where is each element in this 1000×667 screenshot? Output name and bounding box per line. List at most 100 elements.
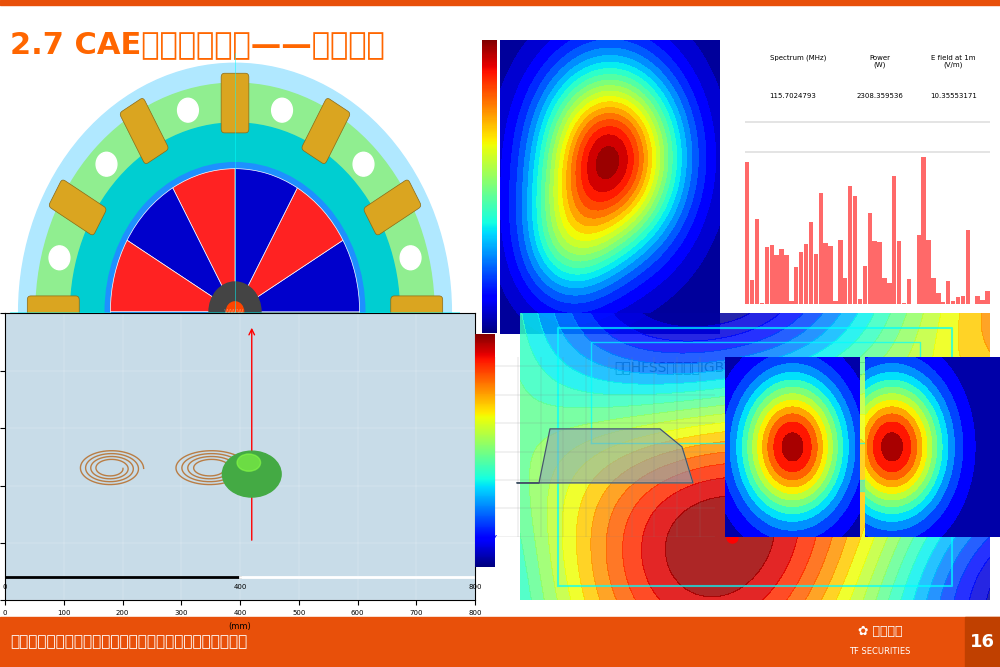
Text: 无刷直流电机磁力线分布图: 无刷直流电机磁力线分布图 (180, 584, 290, 598)
Bar (966, 248, 970, 304)
Wedge shape (235, 312, 343, 436)
Circle shape (96, 152, 117, 176)
Circle shape (36, 83, 434, 540)
Circle shape (272, 98, 292, 122)
Circle shape (105, 163, 365, 461)
Text: 基于HFSS场链接的IGBT辐射干扰源对整车系统的电磁干扰分析: 基于HFSS场链接的IGBT辐射干扰源对整车系统的电磁干扰分析 (614, 360, 876, 374)
Bar (951, 157, 955, 304)
Bar (828, 269, 833, 304)
Bar (745, 228, 749, 304)
Bar (882, 297, 887, 304)
Text: Power
(W): Power (W) (869, 55, 890, 68)
Bar (770, 237, 774, 304)
FancyBboxPatch shape (302, 99, 350, 163)
Wedge shape (110, 240, 235, 312)
Wedge shape (235, 312, 297, 455)
Bar (858, 281, 862, 304)
Text: 车门内的电缆辐射发射分析: 车门内的电缆辐射发射分析 (700, 617, 810, 632)
Bar (921, 291, 926, 304)
Bar (956, 274, 960, 304)
Wedge shape (235, 312, 360, 384)
FancyBboxPatch shape (27, 296, 79, 327)
Circle shape (178, 98, 198, 122)
Bar (975, 288, 980, 304)
Wedge shape (127, 312, 235, 436)
Bar (912, 271, 916, 304)
Text: www.: www. (224, 307, 246, 316)
Circle shape (19, 63, 451, 560)
Circle shape (209, 282, 261, 342)
Bar (838, 297, 843, 304)
Bar (941, 285, 945, 304)
FancyBboxPatch shape (221, 73, 249, 133)
Bar (897, 289, 901, 304)
Wedge shape (173, 312, 235, 455)
Wedge shape (235, 188, 343, 312)
Text: 400: 400 (233, 584, 247, 590)
Bar (931, 303, 936, 304)
Bar (799, 258, 803, 304)
FancyBboxPatch shape (49, 180, 106, 235)
Bar (848, 209, 852, 304)
Text: Spectrum (MHz): Spectrum (MHz) (770, 55, 826, 61)
Bar (0, 0, 1000, 5)
Bar (916, 237, 921, 304)
Text: 800: 800 (468, 584, 482, 590)
Text: 115.7024793: 115.7024793 (770, 93, 816, 99)
Bar (0, 617, 1000, 667)
Ellipse shape (237, 454, 261, 471)
FancyBboxPatch shape (302, 460, 350, 525)
Bar (818, 208, 823, 304)
Bar (833, 276, 838, 304)
Bar (843, 297, 847, 304)
Circle shape (71, 123, 399, 501)
Circle shape (226, 302, 244, 321)
Circle shape (400, 246, 421, 269)
Wedge shape (173, 169, 235, 312)
Bar (849, 480, 896, 492)
Text: 基于HFSS的线缆辐射干扰分析：不同绕制方式机箱周围的三维电场分布图: 基于HFSS的线缆辐射干扰分析：不同绕制方式机箱周围的三维电场分布图 (97, 617, 383, 631)
Polygon shape (517, 429, 693, 483)
FancyBboxPatch shape (391, 296, 443, 327)
Text: Y: Y (490, 535, 496, 545)
Text: 2.7 CAE主要应用场景——电磁分析: 2.7 CAE主要应用场景——电磁分析 (10, 30, 385, 59)
Bar (750, 280, 754, 304)
Text: ✿ 天风证券: ✿ 天风证券 (858, 626, 902, 638)
Bar (814, 255, 818, 304)
Bar (980, 277, 985, 304)
Bar (970, 251, 975, 304)
Bar (877, 303, 882, 304)
Bar (965, 617, 1000, 667)
FancyBboxPatch shape (120, 460, 168, 525)
Text: TF SECURITIES: TF SECURITIES (849, 648, 911, 656)
Bar (853, 233, 857, 304)
Bar (755, 259, 759, 304)
FancyBboxPatch shape (120, 99, 168, 163)
Bar (789, 296, 794, 304)
Bar (809, 275, 813, 304)
Wedge shape (235, 169, 297, 312)
FancyBboxPatch shape (221, 491, 249, 550)
Bar (823, 289, 828, 304)
Bar (936, 282, 941, 304)
Circle shape (353, 448, 374, 472)
Bar (926, 287, 931, 304)
Wedge shape (235, 240, 360, 312)
Circle shape (400, 354, 421, 378)
Ellipse shape (222, 451, 281, 497)
Bar (760, 297, 764, 304)
FancyBboxPatch shape (364, 389, 421, 444)
Wedge shape (110, 312, 235, 384)
Bar (784, 281, 789, 304)
Bar (868, 300, 872, 304)
Bar (946, 292, 950, 304)
Text: 0: 0 (3, 584, 7, 590)
Circle shape (49, 246, 70, 269)
FancyBboxPatch shape (49, 389, 106, 444)
Bar (872, 277, 877, 304)
FancyBboxPatch shape (364, 180, 421, 235)
Text: 资料来源：华锐欣程官网、朴渡科技官网、天风证券研究所: 资料来源：华锐欣程官网、朴渡科技官网、天风证券研究所 (10, 634, 247, 650)
Circle shape (96, 448, 117, 472)
Circle shape (272, 502, 292, 526)
Bar (985, 302, 990, 304)
